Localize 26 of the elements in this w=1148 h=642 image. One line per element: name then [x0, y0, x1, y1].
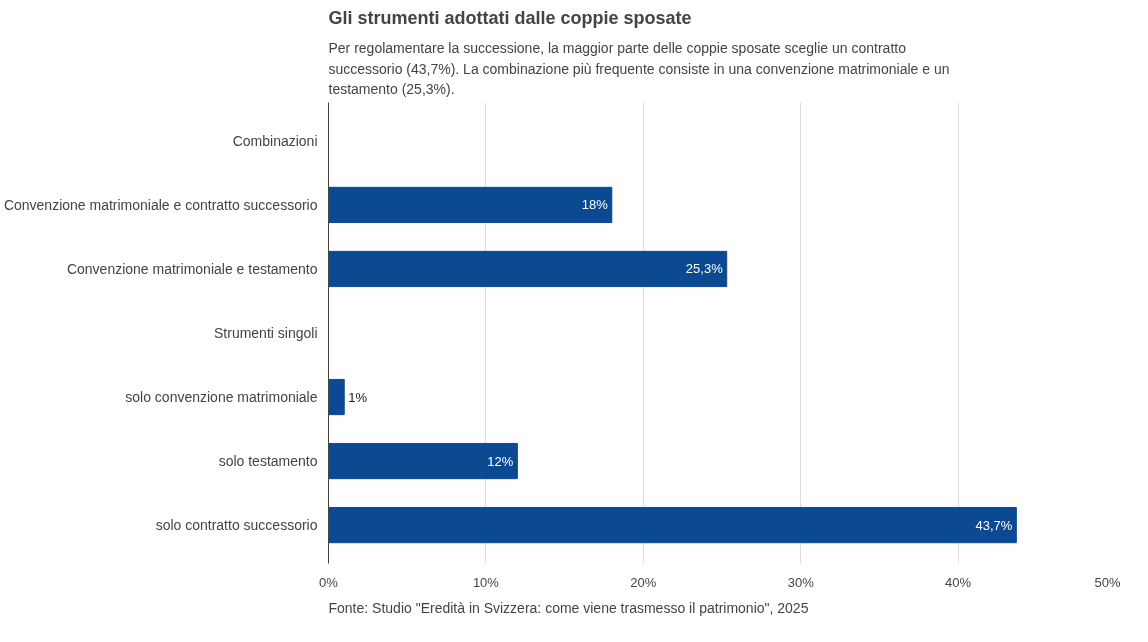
y-tick-label: Convenzione matrimoniale e testamento: [66, 260, 318, 277]
bar: [328, 250, 728, 288]
data-label: 1%: [348, 389, 368, 405]
data-label: 12%: [487, 453, 514, 469]
y-tick-label: Combinazioni: [232, 132, 318, 149]
bar: [328, 186, 613, 224]
bar: [328, 442, 518, 480]
y-tick-label: solo convenzione matrimoniale: [125, 389, 318, 406]
y-tick-label: solo testamento: [218, 453, 318, 470]
y-tick-label: solo contratto successorio: [155, 517, 318, 534]
x-tick-label: 20%: [630, 574, 657, 590]
x-tick-label: 0%: [319, 574, 339, 590]
source-note: Fonte: Studio "Eredità in Svizzera: come viene trasmesso il patrimonio", 2025: [328, 599, 809, 616]
x-tick-label: 10%: [472, 574, 500, 590]
data-label: 43,7%: [975, 517, 1013, 533]
x-tick-label: 40%: [945, 574, 972, 590]
chart-title: Gli strumenti adottati dalle coppie sposate: [328, 7, 692, 28]
x-tick-label: 30%: [787, 574, 815, 590]
y-tick-label: Convenzione matrimoniale e contratto successorio: [3, 196, 318, 213]
data-label: 25,3%: [685, 261, 724, 277]
x-tick-label: 50%: [1094, 574, 1121, 590]
y-tick-label: Strumenti singoli: [214, 325, 318, 341]
bar: [328, 506, 1017, 544]
bar: [328, 378, 345, 416]
chart-subtitle: Per regolamentare la successione, la maggior parte delle coppie sposate sceglie un contratto successorio (43,7%). La combinazione più frequente consiste in una convenzione matrimoniale e un testamento (25,3%).: [328, 39, 950, 98]
data-label: 18%: [581, 197, 609, 213]
